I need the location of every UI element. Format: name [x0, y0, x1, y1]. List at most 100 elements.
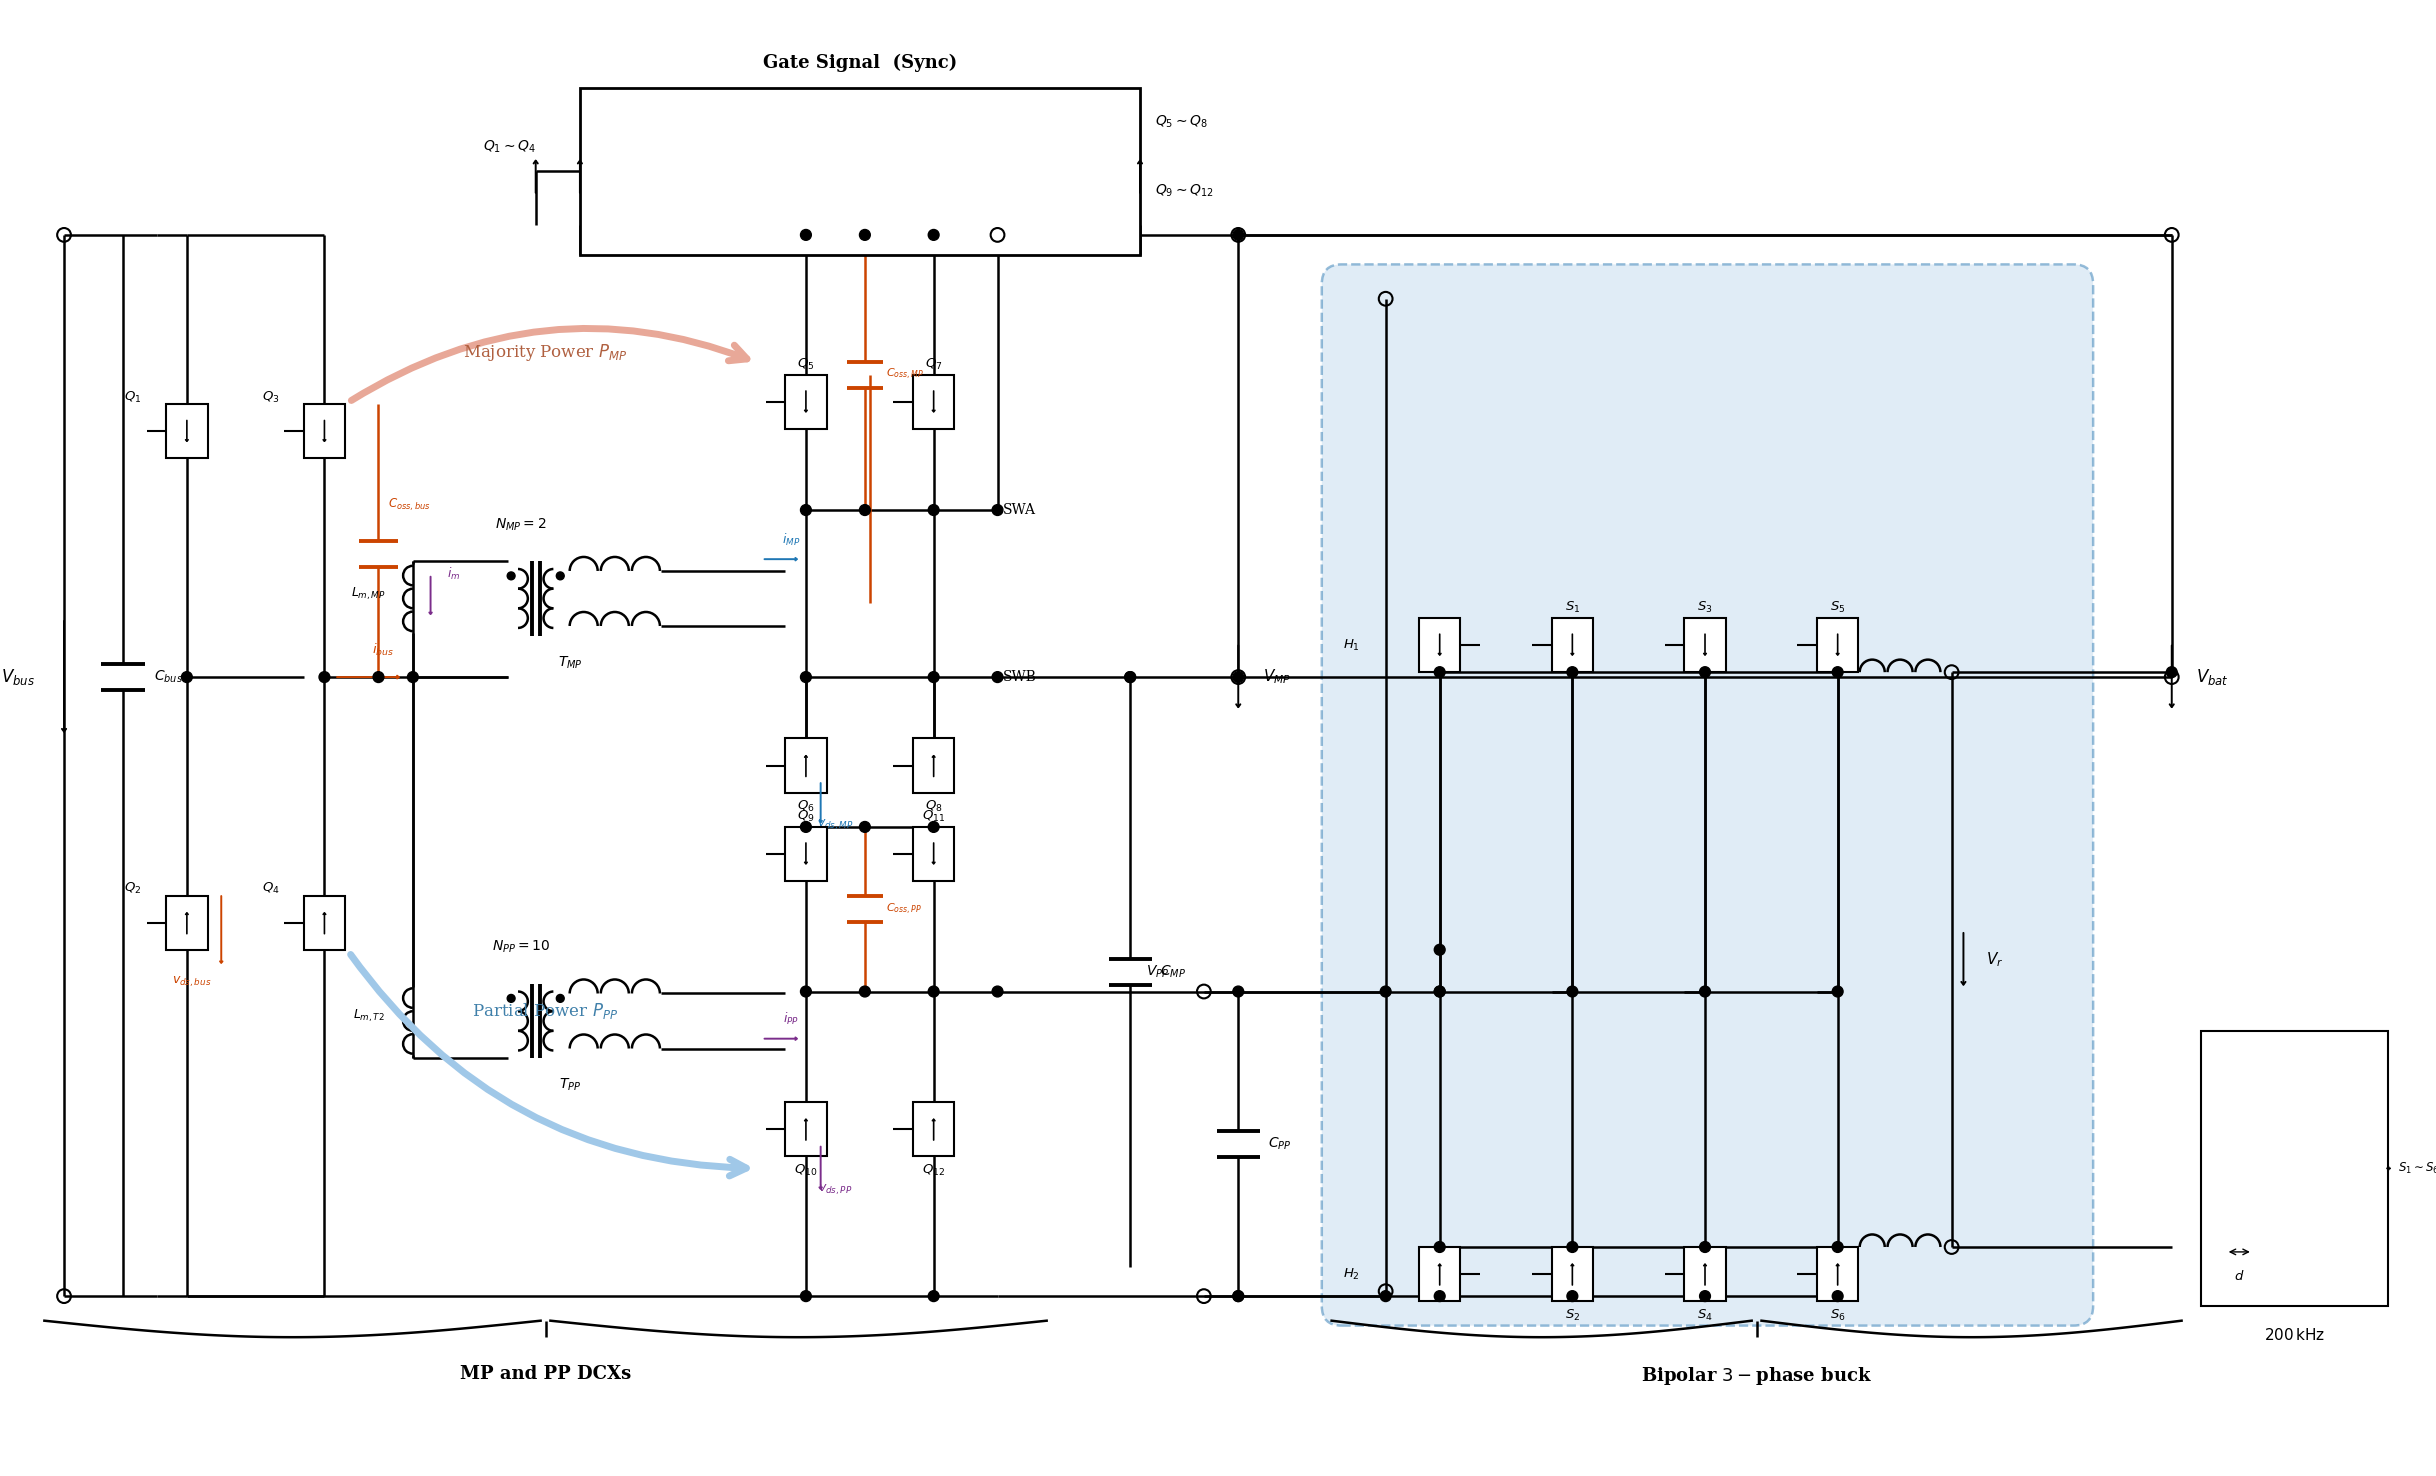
Circle shape	[991, 672, 1004, 682]
Text: $Q_{10}$: $Q_{10}$	[794, 1163, 818, 1178]
Circle shape	[928, 229, 938, 241]
Text: $T_{PP}$: $T_{PP}$	[558, 1076, 582, 1094]
Circle shape	[1566, 1290, 1579, 1302]
Text: $C_{oss,bus}$: $C_{oss,bus}$	[387, 497, 431, 514]
Text: $Q_3$: $Q_3$	[261, 390, 280, 404]
Text: $i_m$: $i_m$	[448, 565, 460, 582]
Circle shape	[1832, 1290, 1844, 1302]
Circle shape	[507, 571, 514, 580]
Text: $i_{PP}$: $i_{PP}$	[782, 1011, 799, 1027]
FancyBboxPatch shape	[304, 896, 346, 949]
Circle shape	[555, 571, 565, 580]
Circle shape	[801, 505, 811, 515]
Text: $S_5$: $S_5$	[1829, 601, 1846, 615]
Text: $500\,\mathrm{kHz}$: $500\,\mathrm{kHz}$	[826, 227, 894, 246]
FancyBboxPatch shape	[1817, 1247, 1859, 1300]
Text: $N_{MP}=2$: $N_{MP}=2$	[495, 517, 546, 533]
Bar	[580, 87, 1140, 254]
Circle shape	[801, 986, 811, 996]
Text: Gate Signal  (Sync): Gate Signal (Sync)	[762, 53, 957, 72]
Text: $Q_8$: $Q_8$	[926, 799, 943, 815]
Circle shape	[928, 672, 938, 682]
Circle shape	[1832, 986, 1844, 996]
Text: $H_1$: $H_1$	[1342, 638, 1359, 652]
Text: $V_{MP}$: $V_{MP}$	[1262, 667, 1291, 686]
Text: $Q_1{\sim}Q_4$: $Q_1{\sim}Q_4$	[482, 139, 536, 155]
Text: $V_{PP}$: $V_{PP}$	[1147, 964, 1169, 980]
Text: $S_2$: $S_2$	[1564, 1308, 1581, 1322]
Text: $V_r$: $V_r$	[1985, 951, 2002, 968]
Circle shape	[1233, 672, 1245, 682]
Text: $S_1$: $S_1$	[1564, 601, 1581, 615]
Text: $V_{bus}$: $V_{bus}$	[0, 667, 34, 686]
Circle shape	[801, 672, 811, 682]
Circle shape	[1233, 986, 1245, 996]
Text: $C_{oss,MP}$: $C_{oss,MP}$	[887, 368, 926, 382]
Text: $C_{oss,PP}$: $C_{oss,PP}$	[887, 902, 923, 917]
Text: $Q_9{\sim}Q_{12}$: $Q_9{\sim}Q_{12}$	[1155, 183, 1213, 199]
Circle shape	[928, 822, 938, 832]
Text: $Q_7$: $Q_7$	[926, 357, 943, 372]
Circle shape	[928, 505, 938, 515]
Circle shape	[2166, 667, 2178, 677]
Text: $C_{PP}$: $C_{PP}$	[1267, 1135, 1291, 1153]
Text: $200\,\mathrm{kHz}$: $200\,\mathrm{kHz}$	[2263, 1327, 2326, 1343]
Text: $S_4$: $S_4$	[1698, 1308, 1713, 1322]
Circle shape	[1700, 1241, 1710, 1253]
Text: MP and PP DCXs: MP and PP DCXs	[460, 1365, 631, 1383]
Text: $Q_2$: $Q_2$	[124, 881, 141, 896]
Circle shape	[1125, 672, 1135, 682]
FancyBboxPatch shape	[1552, 1247, 1593, 1300]
Text: $C_{bus}$: $C_{bus}$	[153, 669, 183, 685]
FancyBboxPatch shape	[1420, 618, 1459, 672]
Circle shape	[1435, 986, 1445, 996]
Circle shape	[1435, 945, 1445, 955]
Circle shape	[407, 672, 419, 682]
Circle shape	[1700, 986, 1710, 996]
FancyBboxPatch shape	[1552, 618, 1593, 672]
FancyBboxPatch shape	[1323, 264, 2093, 1325]
Text: $C_{MP}$: $C_{MP}$	[1160, 964, 1186, 980]
FancyBboxPatch shape	[784, 375, 826, 430]
Circle shape	[1566, 1241, 1579, 1253]
Text: $S_1{\sim}S_6$: $S_1{\sim}S_6$	[2397, 1160, 2436, 1176]
FancyBboxPatch shape	[914, 375, 955, 430]
Circle shape	[801, 1290, 811, 1302]
Text: $Q_4$: $Q_4$	[261, 881, 280, 896]
Text: $L_{m,MP}$: $L_{m,MP}$	[351, 586, 385, 602]
Text: SWB: SWB	[1004, 670, 1035, 683]
Circle shape	[1700, 667, 1710, 677]
Circle shape	[1381, 1290, 1391, 1302]
Circle shape	[1435, 1290, 1445, 1302]
FancyBboxPatch shape	[166, 896, 207, 949]
Circle shape	[555, 995, 565, 1002]
FancyBboxPatch shape	[914, 1103, 955, 1156]
FancyBboxPatch shape	[784, 1103, 826, 1156]
Text: Majority Power $P_{MP}$: Majority Power $P_{MP}$	[463, 342, 628, 363]
Circle shape	[801, 822, 811, 832]
FancyBboxPatch shape	[784, 827, 826, 881]
Circle shape	[860, 505, 870, 515]
Text: $d$: $d$	[2234, 1269, 2244, 1284]
Bar	[2202, 1030, 2387, 1306]
Text: $S_6$: $S_6$	[1829, 1308, 1846, 1322]
Text: $Q_5{\sim}Q_8$: $Q_5{\sim}Q_8$	[1155, 114, 1208, 130]
Circle shape	[801, 229, 811, 241]
Text: $S_3$: $S_3$	[1698, 601, 1713, 615]
Circle shape	[1435, 1241, 1445, 1253]
FancyBboxPatch shape	[1683, 1247, 1725, 1300]
Circle shape	[319, 672, 329, 682]
Text: SWA: SWA	[1004, 503, 1035, 517]
Text: $N_{PP}=10$: $N_{PP}=10$	[492, 939, 551, 955]
Text: $v_{ds,PP}$: $v_{ds,PP}$	[818, 1182, 853, 1197]
Text: $Q_6$: $Q_6$	[797, 799, 814, 815]
Circle shape	[180, 672, 192, 682]
Circle shape	[1381, 986, 1391, 996]
Text: Partial Power $P_{PP}$: Partial Power $P_{PP}$	[473, 1001, 619, 1021]
Circle shape	[1233, 1290, 1245, 1302]
Circle shape	[860, 822, 870, 832]
Text: $i_{MP}$: $i_{MP}$	[782, 531, 801, 548]
Text: $v_{ds,MP}$: $v_{ds,MP}$	[816, 818, 853, 831]
Circle shape	[1832, 667, 1844, 677]
Circle shape	[860, 986, 870, 996]
